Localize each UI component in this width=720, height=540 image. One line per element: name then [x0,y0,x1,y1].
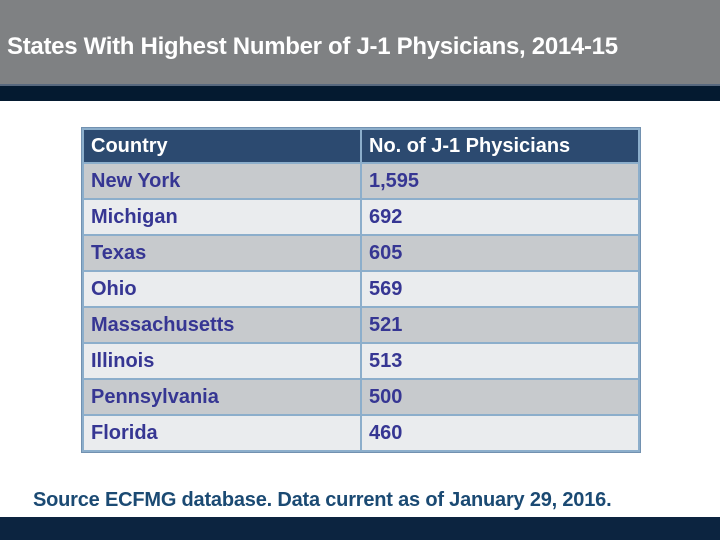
count-cell: 569 [360,270,640,308]
count-cell: 605 [360,234,640,272]
table-wrap: Country No. of J-1 Physicians New York 1… [81,127,641,453]
table-row: Florida 460 [82,414,640,452]
state-cell: Massachusetts [82,306,362,344]
slide-title: States With Highest Number of J-1 Physic… [7,33,618,60]
band-separator [0,84,720,86]
table-row: Ohio 569 [82,270,640,308]
table-row: New York 1,595 [82,162,640,200]
table-row: Michigan 692 [82,198,640,236]
count-cell: 692 [360,198,640,236]
table-header: Country No. of J-1 Physicians [82,128,640,164]
count-cell: 521 [360,306,640,344]
source-note: Source ECFMG database. Data current as o… [33,489,612,511]
count-cell: 500 [360,378,640,416]
table-row: Massachusetts 521 [82,306,640,344]
table-body: New York 1,595 Michigan 692 Texas 605 Oh… [82,162,640,452]
table-row: Pennsylvania 500 [82,378,640,416]
count-cell: 1,595 [360,162,640,200]
table-header-row: Country No. of J-1 Physicians [82,128,640,164]
state-cell: New York [82,162,362,200]
count-cell: 460 [360,414,640,452]
state-cell: Ohio [82,270,362,308]
title-band: States With Highest Number of J-1 Physic… [0,0,720,84]
column-header-country: Country [82,128,362,164]
state-cell: Texas [82,234,362,272]
table-row: Texas 605 [82,234,640,272]
count-cell: 513 [360,342,640,380]
bottom-bar [0,517,720,540]
table-row: Illinois 513 [82,342,640,380]
state-cell: Pennsylvania [82,378,362,416]
column-header-count: No. of J-1 Physicians [360,128,640,164]
data-table: Country No. of J-1 Physicians New York 1… [81,127,641,453]
state-cell: Illinois [82,342,362,380]
state-cell: Michigan [82,198,362,236]
state-cell: Florida [82,414,362,452]
top-accent-bar [0,86,720,101]
